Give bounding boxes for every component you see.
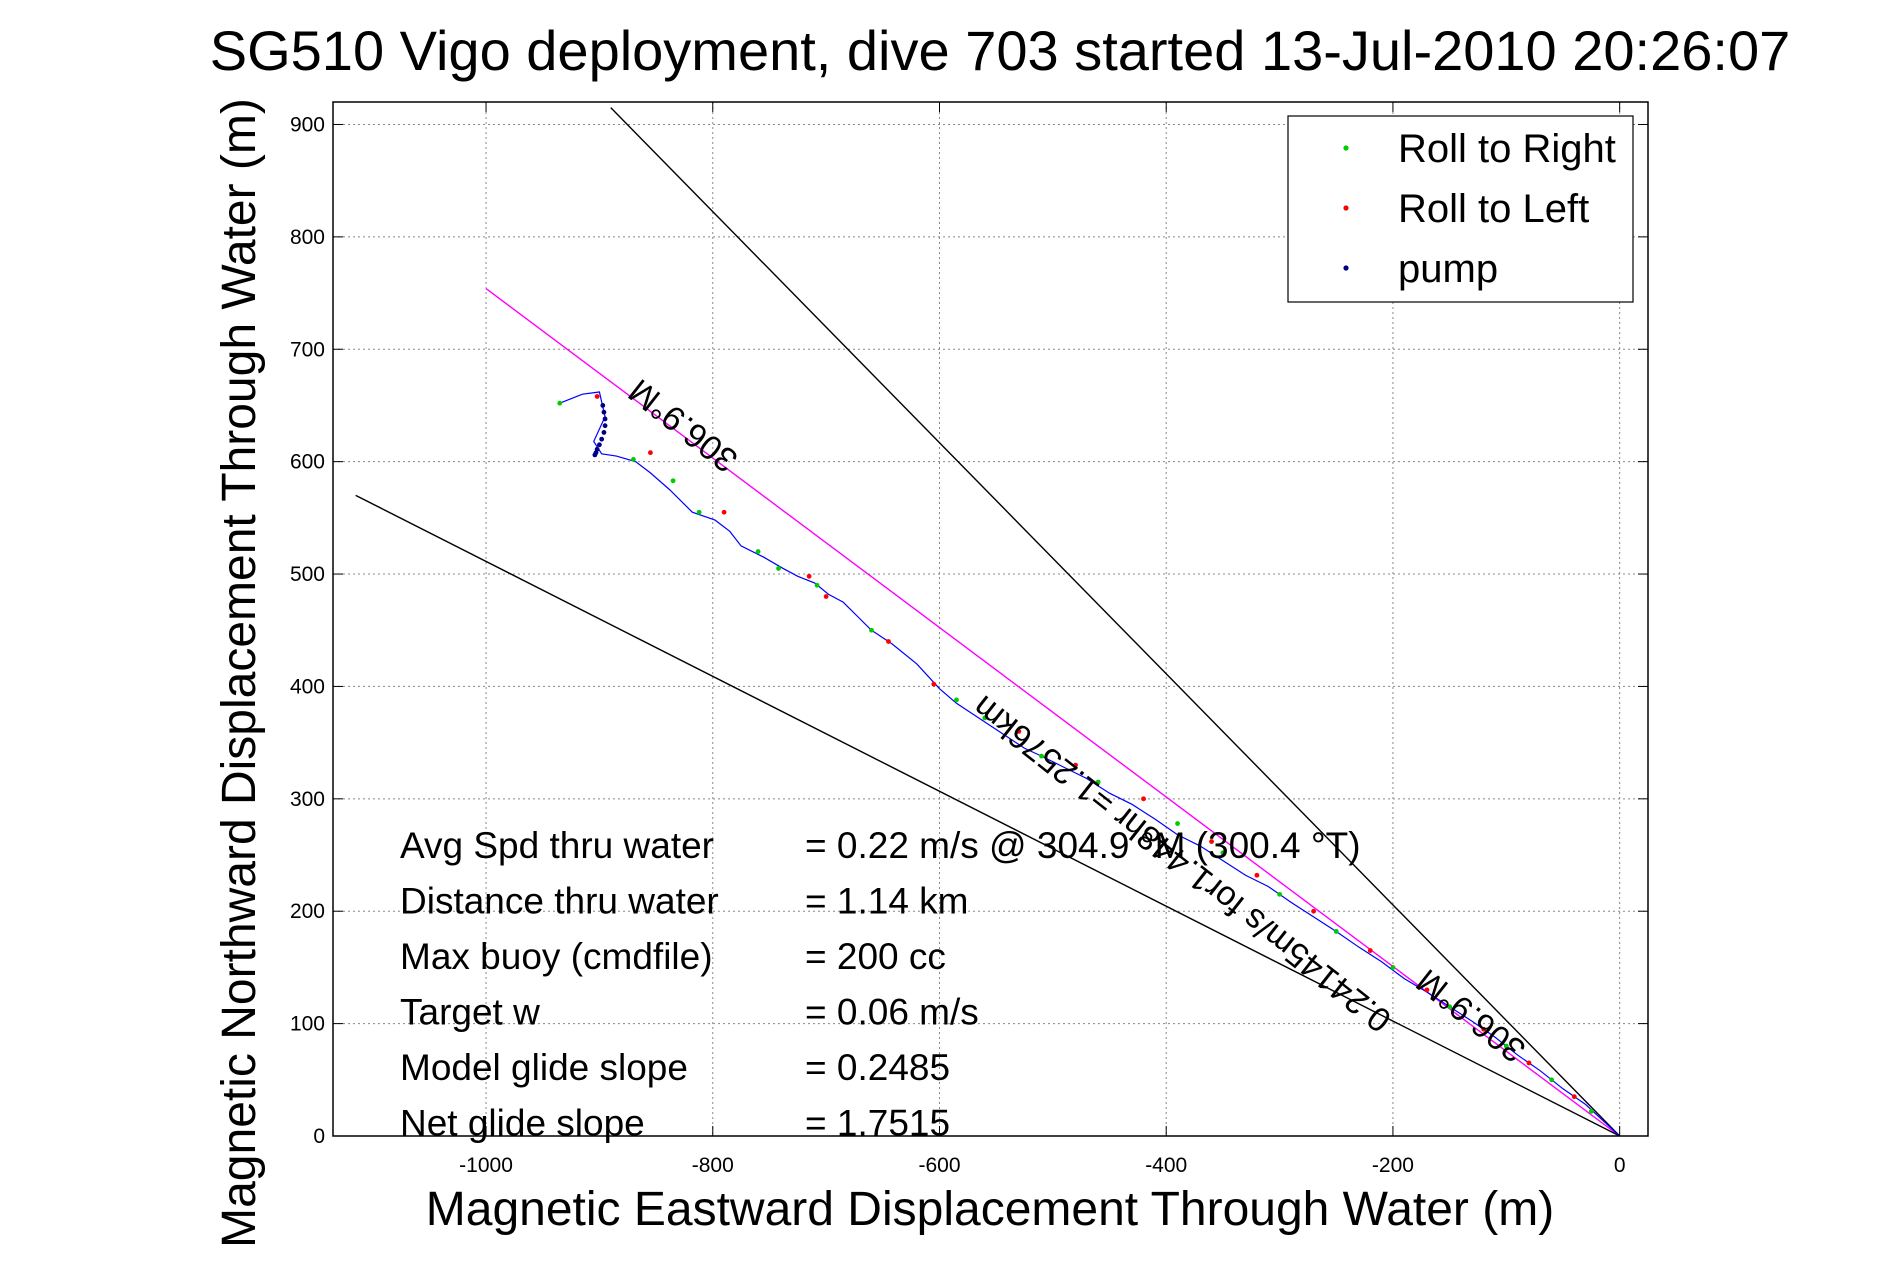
y-tick-label: 800: [290, 226, 325, 249]
y-tick-label: 300: [290, 788, 325, 811]
stat-label: Net glide slope: [400, 1103, 645, 1144]
y-tick-label: 400: [290, 675, 325, 698]
roll-right-point: [1333, 929, 1339, 934]
stat-label: Max buoy (cmdfile): [400, 936, 713, 977]
legend: Roll to Right Roll to Left pump: [1287, 115, 1634, 303]
roll-left-point: [823, 594, 829, 599]
roll-right-point: [696, 509, 702, 515]
x-tick-label: -800: [692, 1154, 734, 1177]
stat-value: = 0.2485: [805, 1047, 950, 1088]
legend-marker: [1343, 205, 1349, 211]
stat-label: Distance thru water: [400, 881, 719, 922]
roll-left-point: [806, 573, 812, 579]
roll-right-point: [557, 400, 563, 406]
roll-left-point: [1311, 908, 1316, 914]
y-tick-label: 900: [290, 113, 325, 136]
roll-right-point: [1039, 753, 1044, 759]
stat-value: = 1.14 km: [805, 881, 969, 922]
pump-point: [597, 442, 602, 448]
axes-frame: [332, 101, 1649, 1137]
roll-right-point: [1447, 1004, 1453, 1010]
roll-left-point: [1526, 1060, 1532, 1066]
y-tick-label: 200: [290, 900, 325, 923]
y-axis-label: Magnetic Northward Displacement Through …: [213, 98, 266, 1248]
roll-right-point: [1503, 1043, 1509, 1049]
pump-point: [602, 416, 608, 422]
y-tick-label: 500: [290, 563, 325, 586]
stat-value: = 0.22 m/s @ 304.9 °M (300.4 °T): [805, 825, 1361, 866]
roll-left-point: [1209, 839, 1214, 844]
x-tick-label: -200: [1372, 1154, 1414, 1177]
stat-value: = 0.06 m/s: [805, 992, 979, 1033]
roll-right-point: [814, 582, 820, 588]
x-tick-label: -600: [918, 1154, 960, 1177]
roll-right-point: [1390, 965, 1396, 970]
roll-right-point: [954, 697, 959, 703]
pump-point: [599, 436, 605, 442]
legend-marker: [1343, 265, 1349, 271]
roll-left-point: [931, 681, 937, 687]
legend-marker: [1343, 145, 1349, 151]
y-tick-label: 0: [313, 1125, 325, 1148]
stat-value: = 1.7515: [805, 1103, 950, 1144]
roll-left-point: [1481, 1026, 1487, 1032]
x-axis-label: Magnetic Eastward Displacement Through W…: [426, 1183, 1554, 1236]
roll-right-point: [631, 457, 636, 462]
roll-left-point: [1424, 987, 1430, 993]
roll-right-point: [982, 715, 988, 721]
roll-left-point: [1254, 872, 1260, 878]
y-tick-label: 100: [290, 1013, 325, 1036]
roll-right-point: [670, 478, 676, 484]
roll-left-point: [594, 394, 600, 399]
roll-left-point: [1367, 948, 1373, 953]
roll-right-point: [1549, 1077, 1555, 1083]
x-tick-label: 0: [1614, 1154, 1626, 1177]
roll-right-point: [1095, 779, 1101, 785]
chart-title: SG510 Vigo deployment, dive 703 started …: [210, 19, 1791, 82]
roll-right-point: [869, 627, 874, 633]
roll-left-point: [1141, 796, 1146, 802]
stat-value: = 200 cc: [805, 936, 946, 977]
x-tick-label: -400: [1145, 1154, 1187, 1177]
pump-point: [601, 409, 607, 415]
pump-point: [601, 430, 607, 435]
roll-left-point: [1571, 1094, 1577, 1100]
pump-point: [600, 403, 606, 408]
roll-right-point: [776, 566, 781, 571]
roll-left-point: [721, 509, 727, 515]
roll-right-point: [1220, 850, 1226, 856]
pump-point: [602, 423, 608, 429]
roll-left-point: [886, 639, 891, 644]
legend-label: Roll to Left: [1398, 187, 1589, 231]
roll-right-point: [1277, 891, 1282, 897]
stats-block: Avg Spd thru water = 0.22 m/s @ 304.9 °M …: [400, 825, 1361, 1144]
roll-left-point: [1016, 728, 1022, 734]
reference-line-2: [355, 494, 1620, 1136]
legend-label: pump: [1398, 247, 1498, 291]
legend-label: Roll to Right: [1398, 127, 1616, 171]
stat-label: Target w: [400, 992, 540, 1033]
reference-line-3: [610, 107, 1621, 1136]
roll-right-point: [1175, 821, 1180, 826]
pump-point: [592, 452, 598, 458]
x-tick-label: -1000: [459, 1154, 513, 1177]
stat-label: Model glide slope: [400, 1047, 688, 1088]
roll-left-point: [1073, 762, 1078, 768]
glider-track: [559, 391, 1621, 1136]
y-tick-label: 700: [290, 338, 325, 361]
roll-right-point: [755, 549, 761, 554]
stat-label: Avg Spd thru water: [400, 825, 714, 866]
roll-left-point: [648, 450, 653, 456]
roll-right-point: [1588, 1108, 1594, 1114]
y-tick-label: 600: [290, 451, 325, 474]
clipped-series: [355, 107, 1621, 1136]
